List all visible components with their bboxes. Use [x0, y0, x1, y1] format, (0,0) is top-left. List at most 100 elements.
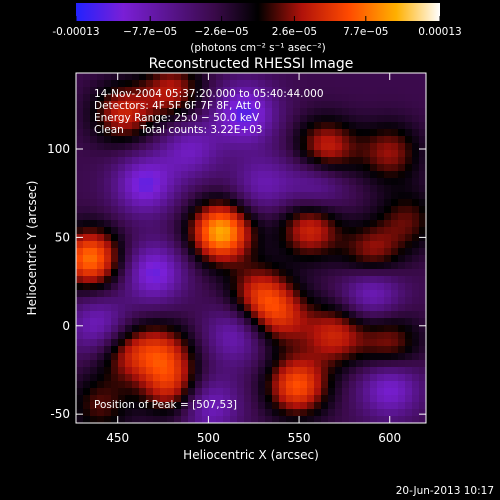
heatmap-cell — [307, 241, 315, 249]
heatmap-cell — [209, 87, 217, 95]
heatmap-cell — [111, 80, 119, 88]
heatmap-cell — [405, 409, 413, 417]
heatmap-cell — [209, 353, 217, 361]
heatmap-cell — [223, 304, 231, 312]
heatmap-cell — [286, 409, 294, 417]
heatmap-cell — [370, 290, 378, 298]
heatmap-cell — [174, 290, 182, 298]
heatmap-cell — [160, 381, 168, 389]
heatmap-cell — [405, 297, 413, 305]
heatmap-cell — [160, 304, 168, 312]
heatmap-cell — [342, 129, 350, 137]
heatmap-cell — [286, 227, 294, 235]
heatmap-cell — [181, 269, 189, 277]
heatmap-cell — [419, 325, 426, 333]
heatmap-cell — [223, 220, 231, 228]
heatmap-cell — [293, 381, 301, 389]
heatmap-cell — [398, 150, 406, 158]
heatmap-cell — [76, 122, 84, 130]
heatmap-cell — [307, 101, 315, 109]
heatmap-cell — [83, 332, 91, 340]
heatmap-cell — [230, 297, 238, 305]
heatmap-cell — [398, 122, 406, 130]
heatmap-cell — [279, 171, 287, 179]
heatmap-cell — [391, 143, 399, 151]
heatmap-cell — [174, 367, 182, 375]
heatmap-cell — [321, 150, 329, 158]
heatmap-cell — [398, 297, 406, 305]
heatmap-cell — [139, 192, 147, 200]
heatmap-cell — [118, 290, 126, 298]
heatmap-cell — [146, 388, 154, 396]
heatmap-cell — [391, 248, 399, 256]
heatmap-cell — [251, 234, 259, 242]
heatmap-cell — [104, 262, 112, 270]
heatmap-cell — [160, 332, 168, 340]
heatmap-cell — [223, 283, 231, 291]
heatmap-cell — [342, 178, 350, 186]
heatmap-cell — [132, 178, 140, 186]
heatmap-cell — [286, 332, 294, 340]
heatmap-cell — [314, 164, 322, 172]
heatmap-cell — [223, 360, 231, 368]
heatmap-cell — [356, 262, 364, 270]
heatmap-cell — [251, 269, 259, 277]
heatmap-cell — [139, 157, 147, 165]
heatmap-cell — [188, 171, 196, 179]
heatmap-cell — [216, 353, 224, 361]
heatmap-cell — [125, 416, 133, 423]
heatmap-cell — [384, 227, 392, 235]
heatmap-cell — [195, 234, 203, 242]
heatmap-cell — [398, 192, 406, 200]
heatmap-cell — [223, 136, 231, 144]
heatmap-cell — [335, 290, 343, 298]
heatmap-cell — [342, 318, 350, 326]
heatmap-cell — [300, 143, 308, 151]
heatmap-cell — [244, 360, 252, 368]
heatmap-cell — [216, 409, 224, 417]
heatmap-cell — [300, 325, 308, 333]
heatmap-cell — [412, 164, 420, 172]
heatmap-cell — [419, 157, 426, 165]
heatmap-cell — [363, 325, 371, 333]
heatmap-cell — [111, 213, 119, 221]
heatmap-cell — [111, 248, 119, 256]
heatmap-cell — [216, 87, 224, 95]
heatmap-cell — [195, 80, 203, 88]
heatmap-cell — [300, 94, 308, 102]
heatmap-cell — [349, 381, 357, 389]
heatmap-cell — [244, 73, 252, 81]
heatmap-cell — [209, 164, 217, 172]
heatmap-cell — [398, 409, 406, 417]
heatmap-cell — [174, 241, 182, 249]
heatmap-cell — [153, 185, 161, 193]
heatmap-cell — [398, 388, 406, 396]
heatmap-cell — [160, 94, 168, 102]
heatmap-cell — [237, 255, 245, 263]
heatmap-cell — [419, 346, 426, 354]
heatmap-cell — [279, 94, 287, 102]
heatmap-cell — [111, 164, 119, 172]
heatmap-cell — [132, 87, 140, 95]
heatmap-cell — [223, 318, 231, 326]
heatmap-cell — [223, 143, 231, 151]
heatmap-cell — [335, 164, 343, 172]
heatmap-cell — [286, 388, 294, 396]
heatmap-cell — [363, 178, 371, 186]
heatmap-cell — [223, 346, 231, 354]
heatmap-cell — [216, 311, 224, 319]
heatmap-cell — [258, 304, 266, 312]
heatmap-cell — [125, 115, 133, 123]
heatmap-cell — [405, 395, 413, 403]
heatmap-cell — [307, 136, 315, 144]
heatmap-cell — [391, 136, 399, 144]
heatmap-cell — [132, 276, 140, 284]
heatmap-cell — [76, 227, 84, 235]
heatmap-cell — [146, 409, 154, 417]
heatmap-cell — [300, 297, 308, 305]
heatmap-cell — [230, 122, 238, 130]
heatmap-cell — [335, 241, 343, 249]
heatmap-cell — [160, 374, 168, 382]
heatmap-cell — [146, 185, 154, 193]
heatmap-cell — [328, 227, 336, 235]
